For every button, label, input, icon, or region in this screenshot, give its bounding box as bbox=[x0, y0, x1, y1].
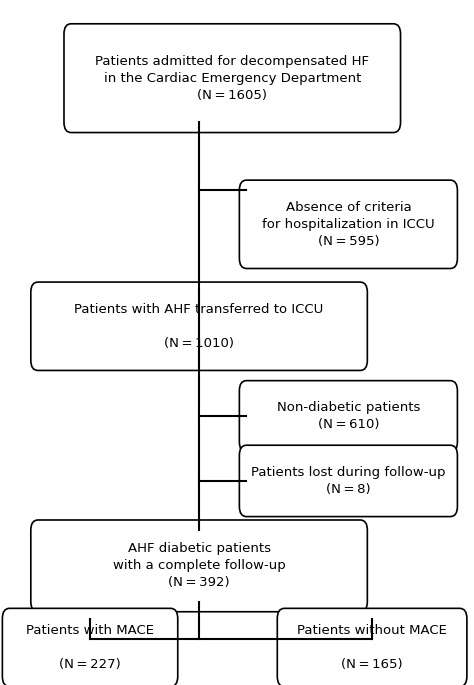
FancyBboxPatch shape bbox=[239, 381, 457, 452]
Text: Patients admitted for decompensated HF
in the Cardiac Emergency Department
(N = : Patients admitted for decompensated HF i… bbox=[95, 55, 369, 101]
Text: Non-diabetic patients
(N = 610): Non-diabetic patients (N = 610) bbox=[277, 401, 420, 432]
FancyBboxPatch shape bbox=[277, 608, 467, 685]
FancyBboxPatch shape bbox=[31, 282, 367, 371]
FancyBboxPatch shape bbox=[64, 24, 401, 132]
Text: Patients lost during follow-up
(N = 8): Patients lost during follow-up (N = 8) bbox=[251, 466, 446, 496]
Text: Patients with AHF transferred to ICCU

(N = 1010): Patients with AHF transferred to ICCU (N… bbox=[74, 303, 324, 350]
FancyBboxPatch shape bbox=[239, 445, 457, 516]
FancyBboxPatch shape bbox=[239, 180, 457, 269]
Text: Patients with MACE

(N = 227): Patients with MACE (N = 227) bbox=[26, 624, 154, 671]
Text: Absence of criteria
for hospitalization in ICCU
(N = 595): Absence of criteria for hospitalization … bbox=[262, 201, 435, 248]
FancyBboxPatch shape bbox=[2, 608, 178, 685]
Text: AHF diabetic patients
with a complete follow-up
(N = 392): AHF diabetic patients with a complete fo… bbox=[113, 543, 285, 589]
FancyBboxPatch shape bbox=[31, 520, 367, 612]
Text: Patients without MACE

(N = 165): Patients without MACE (N = 165) bbox=[297, 624, 447, 671]
